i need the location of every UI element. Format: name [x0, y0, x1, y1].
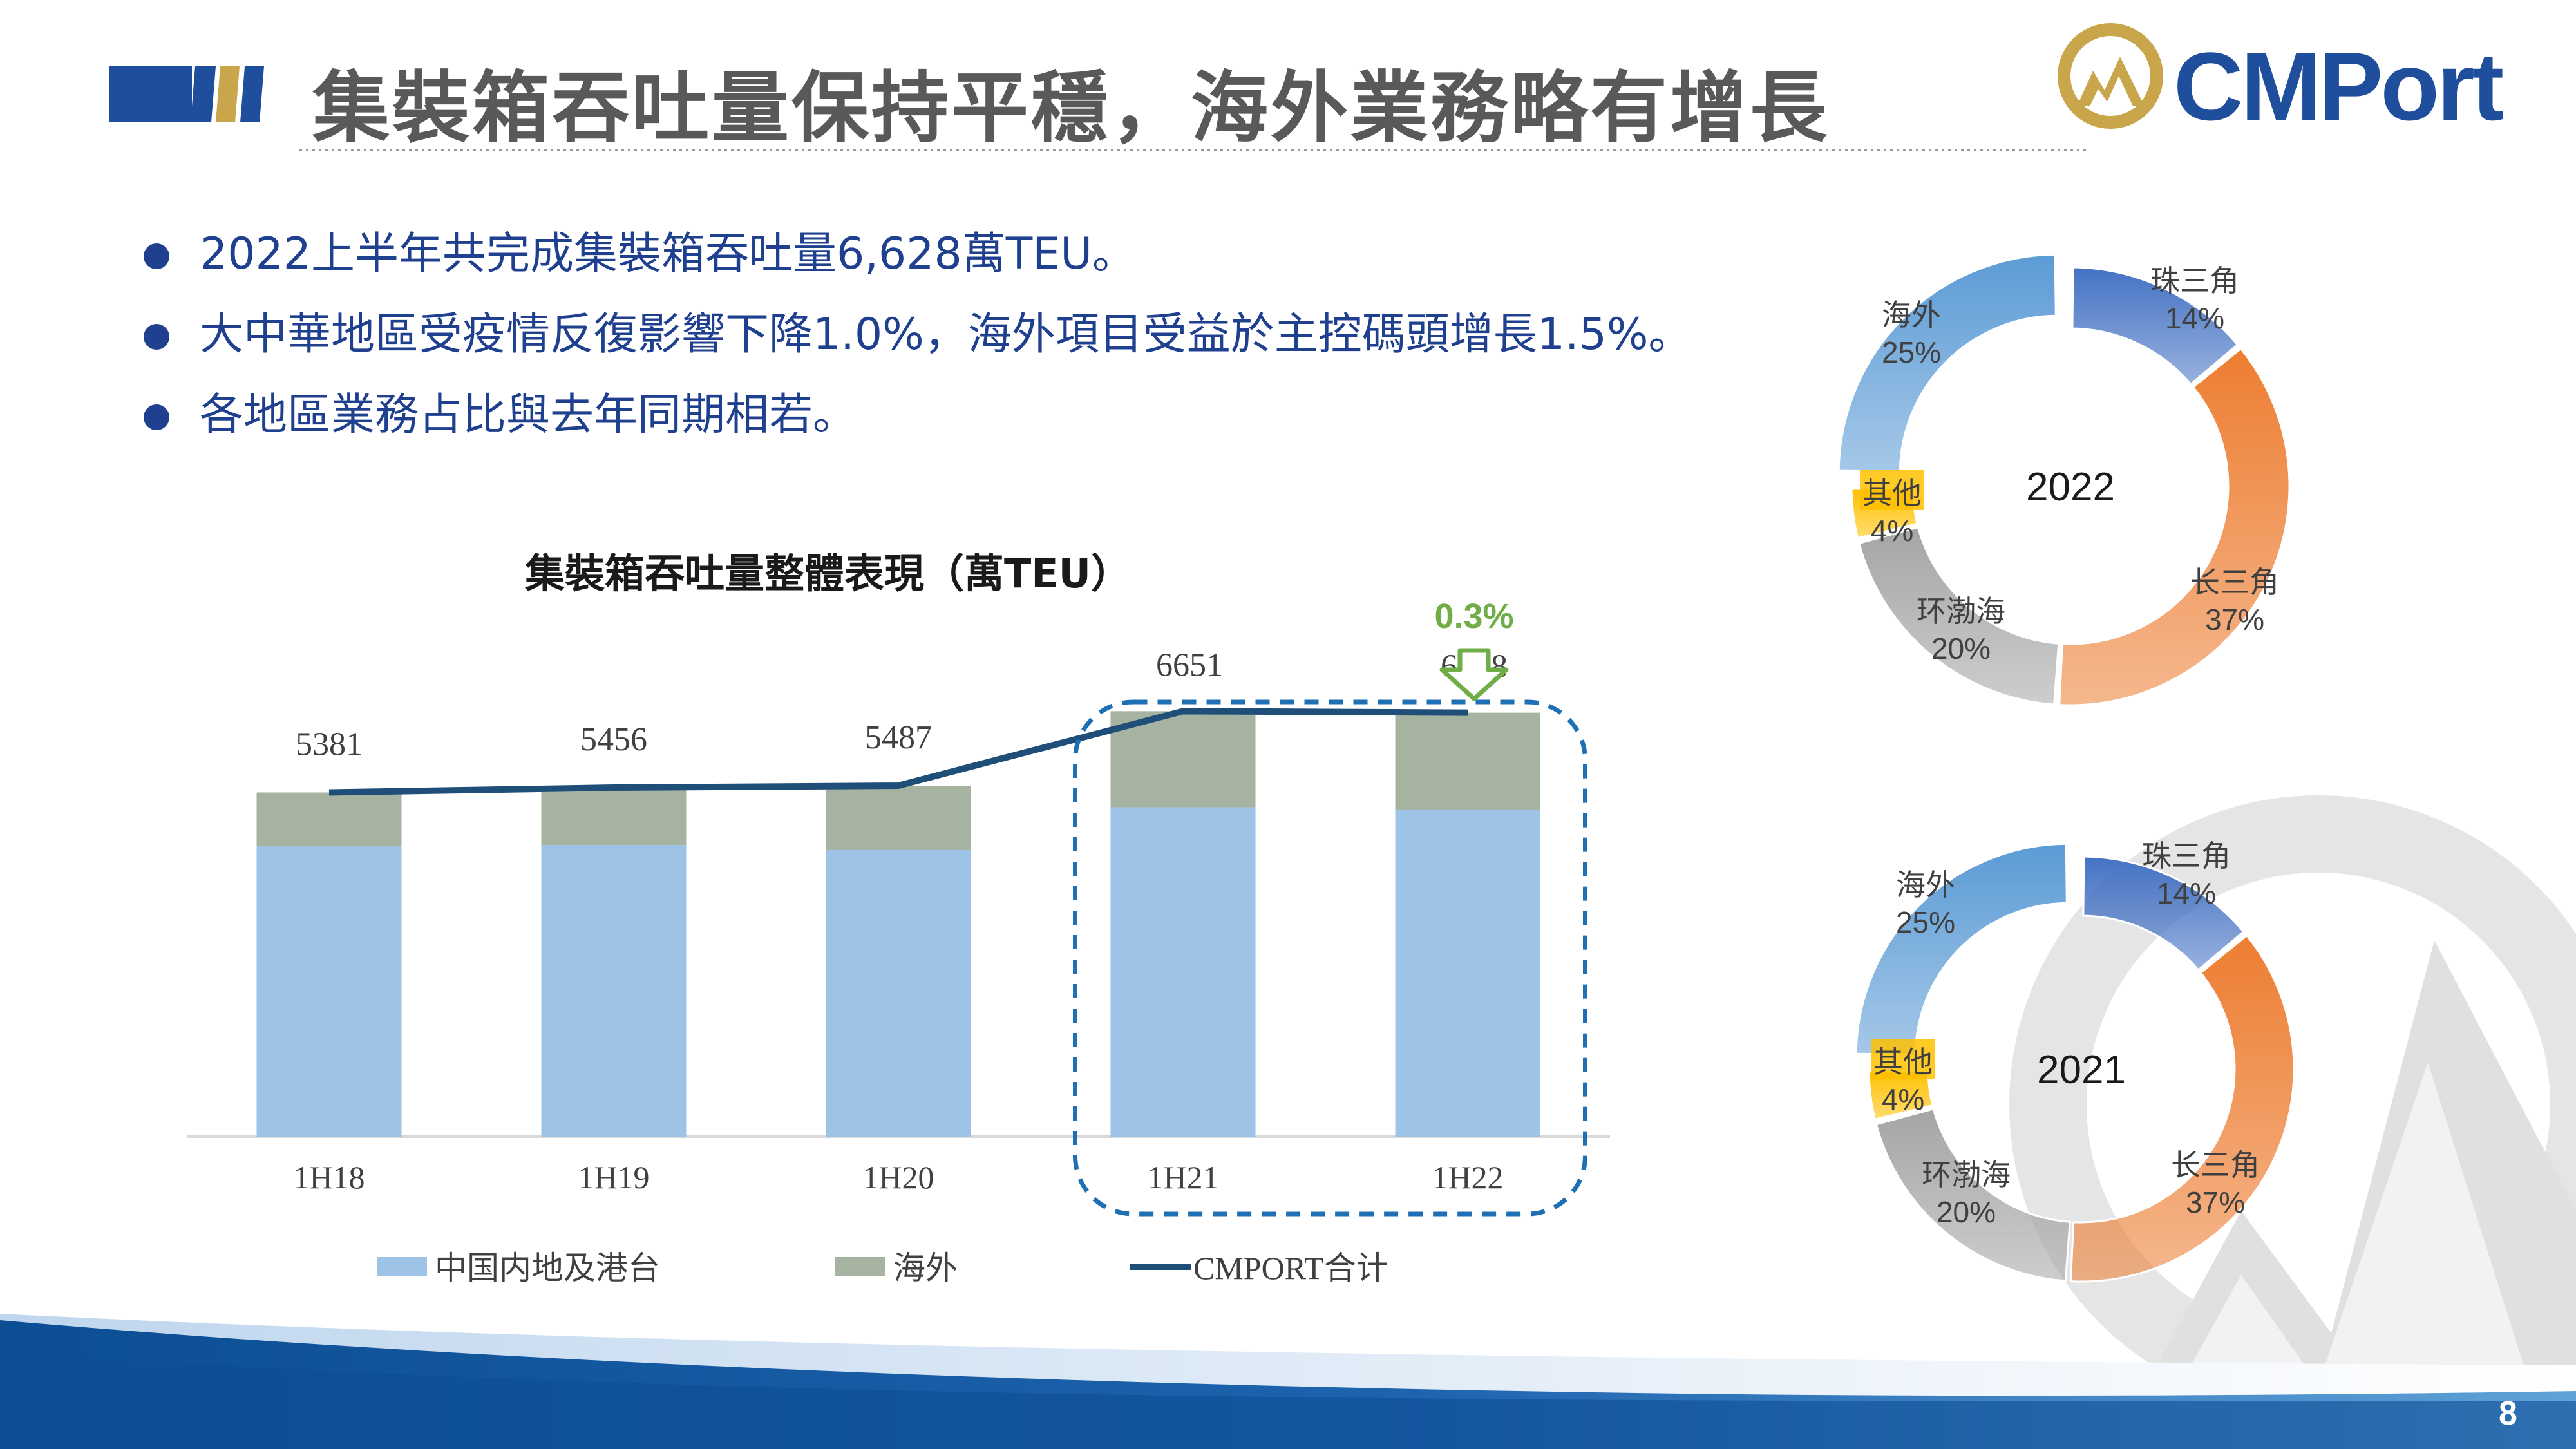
- bar-segment-overseas: [1395, 712, 1540, 810]
- bullet-text: 各地區業務占比與去年同期相若。: [200, 390, 857, 440]
- x-tick-label: 1H22: [1432, 1159, 1503, 1195]
- donut-category-label: 环渤海: [1917, 594, 2005, 628]
- down-arrow-icon: [1439, 648, 1509, 701]
- donut-slice-珠三角: [2071, 266, 2239, 386]
- donut-category-label: 珠三角: [2150, 264, 2239, 298]
- legend-label: 中国内地及港台: [435, 1250, 660, 1286]
- bullet-item: 2022上半年共完成集裝箱吞吐量6,628萬TEU。: [138, 222, 1692, 303]
- page-title: 集裝箱吞吐量保持平穩，海外業務略有增長: [312, 64, 1830, 153]
- x-tick-label: 1H20: [862, 1159, 934, 1195]
- donut-category-label: 其他: [1862, 477, 1922, 510]
- total-data-label: 6651: [1156, 647, 1223, 683]
- x-tick-label: 1H18: [293, 1159, 365, 1195]
- bar-segment-mainland: [826, 849, 971, 1137]
- donut-slice-环渤海: [1857, 526, 2060, 706]
- donut-percent-label: 14%: [2157, 876, 2216, 910]
- donut-category-label: 海外: [1882, 298, 1941, 332]
- bar-segment-overseas: [1110, 711, 1256, 808]
- bullet-dot-icon: [144, 243, 169, 269]
- bullet-list: 2022上半年共完成集裝箱吞吐量6,628萬TEU。 大中華地區受疫情反復影響下…: [138, 222, 1692, 464]
- donut-slice-长三角: [2058, 347, 2291, 706]
- title-marker-icon: [109, 66, 264, 122]
- donut-category-label: 长三角: [2190, 565, 2279, 599]
- bar-segment-mainland: [541, 845, 687, 1137]
- donut-category-label: 珠三角: [2142, 839, 2231, 873]
- donut-percent-label: 14%: [2165, 301, 2224, 335]
- page-number: 8: [2499, 1395, 2517, 1432]
- bullet-dot-icon: [144, 324, 169, 350]
- donut-percent-label: 25%: [1896, 905, 1955, 939]
- donut-slice-海外: [1837, 253, 2057, 473]
- bar-segment-overseas: [541, 788, 687, 846]
- highlight-box: [1073, 699, 1587, 1217]
- donut-center-label: 2022: [2026, 465, 2115, 509]
- bar-segment-mainland: [256, 846, 402, 1137]
- bullet-dot-icon: [144, 404, 169, 430]
- bar-segment-mainland: [1110, 807, 1256, 1137]
- donut-category-label: 长三角: [2171, 1148, 2260, 1182]
- bullet-text: 2022上半年共完成集裝箱吞吐量6,628萬TEU。: [200, 229, 1136, 279]
- donut-percent-label: 25%: [1882, 336, 1941, 369]
- bar-segment-mainland: [1395, 810, 1540, 1137]
- bullet-text: 大中華地區受疫情反復影響下降1.0%，海外項目受益於主控碼頭增長1.5%。: [200, 309, 1692, 360]
- logo-text: CMPort: [2174, 31, 2504, 142]
- donut-percent-label: 4%: [1882, 1083, 1924, 1116]
- total-data-label: 5456: [580, 721, 647, 758]
- donut-category-label: 环渤海: [1922, 1158, 2011, 1191]
- x-tick-label: 1H19: [578, 1159, 649, 1195]
- legend-label: 海外: [893, 1250, 958, 1286]
- legend-swatch: [835, 1257, 886, 1276]
- bottom-wave-dark: [0, 1352, 2576, 1449]
- legend-swatch: [377, 1257, 427, 1276]
- donut-slice-长三角: [2069, 934, 2295, 1283]
- donut-slice-珠三角: [2082, 855, 2245, 972]
- donut-percent-label: 4%: [1871, 514, 1913, 547]
- donut-slice-海外: [1855, 842, 2068, 1056]
- total-data-label: 5487: [865, 719, 932, 756]
- donut-category-label: 海外: [1896, 868, 1955, 902]
- donut-label-highlight: [1871, 1039, 1935, 1079]
- growth-annotation: 0.3%: [1434, 597, 1513, 636]
- bar-chart-title: 集裝箱吞吐量整體表現（萬TEU）: [525, 550, 1131, 597]
- legend-label: CMPORT合计: [1193, 1250, 1388, 1286]
- donut-label-highlight: [1860, 470, 1924, 510]
- bar-segment-overseas: [826, 785, 971, 850]
- donut-slice-环渤海: [1875, 1108, 2071, 1282]
- donut-percent-label: 37%: [2186, 1186, 2245, 1219]
- donut-percent-label: 20%: [1937, 1195, 1996, 1229]
- x-tick-label: 1H21: [1147, 1159, 1218, 1195]
- donut-category-label: 其他: [1873, 1045, 1933, 1079]
- total-data-label: 5381: [296, 726, 363, 762]
- bar-segment-overseas: [256, 792, 402, 847]
- bullet-item: 大中華地區受疫情反復影響下降1.0%，海外項目受益於主控碼頭增長1.5%。: [138, 303, 1692, 383]
- donut-percent-label: 20%: [1931, 632, 1991, 665]
- donut-center-label: 2021: [2037, 1048, 2126, 1092]
- logo-text-value: CMPort: [2174, 32, 2504, 140]
- cmport-emblem-icon: [2058, 23, 2163, 129]
- bullet-item: 各地區業務占比與去年同期相若。: [138, 383, 1692, 464]
- donut-percent-label: 37%: [2205, 603, 2264, 636]
